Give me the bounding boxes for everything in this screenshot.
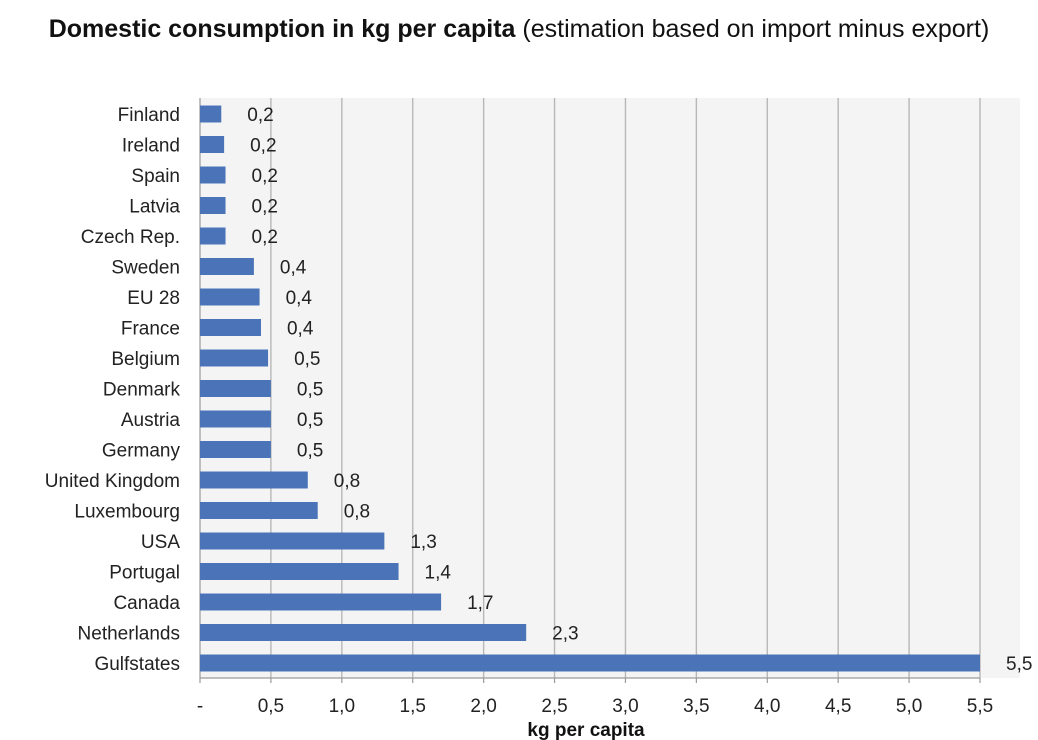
bar	[200, 319, 261, 336]
x-tick-label: 1,5	[400, 696, 426, 717]
x-tick-label: 4,0	[754, 696, 780, 717]
category-label: Spain	[131, 166, 180, 187]
x-tick-label: 5,5	[967, 696, 993, 717]
category-label: Luxembourg	[74, 502, 180, 523]
data-label: 0,2	[250, 136, 276, 157]
category-label: Denmark	[103, 380, 181, 401]
category-label: Germany	[102, 441, 181, 462]
bar	[200, 471, 308, 489]
bar	[200, 166, 226, 184]
category-label: EU 28	[127, 288, 180, 309]
category-label: France	[121, 319, 180, 340]
chart-title-main: Domestic consumption in kg per capita	[48, 15, 516, 43]
data-label: 0,2	[252, 227, 278, 248]
category-label: USA	[141, 532, 180, 553]
category-label: Belgium	[111, 349, 180, 370]
bar	[200, 502, 318, 519]
category-label: United Kingdom	[45, 471, 180, 492]
data-label: 0,4	[280, 258, 307, 279]
bar	[200, 136, 225, 153]
category-label: Sweden	[111, 258, 180, 279]
data-label: 1,4	[425, 563, 452, 584]
data-label: 0,8	[334, 471, 360, 492]
bar	[200, 563, 399, 580]
x-axis-title: kg per capita	[527, 720, 645, 740]
x-tick-label: 4,5	[825, 696, 851, 717]
bar	[200, 197, 226, 214]
data-label: 0,5	[297, 441, 323, 462]
x-tick-label: 3,0	[612, 696, 638, 717]
bar	[200, 288, 260, 306]
x-tick-label: 1,0	[329, 696, 355, 717]
bar	[200, 258, 254, 275]
bar	[200, 441, 271, 458]
bar	[200, 593, 442, 611]
data-label: 0,8	[344, 502, 370, 523]
data-label: 2,3	[552, 624, 578, 645]
data-label: 1,3	[410, 532, 436, 553]
data-label: 0,5	[294, 349, 320, 370]
bar	[200, 624, 527, 641]
data-label: 0,5	[297, 380, 323, 401]
category-label: Portugal	[109, 563, 180, 584]
plot-area	[200, 98, 1020, 678]
category-label: Latvia	[129, 197, 180, 218]
category-label: Netherlands	[78, 624, 180, 645]
data-label: 1,7	[467, 593, 493, 614]
data-label: 0,2	[247, 105, 273, 126]
x-tick-label: -	[197, 696, 203, 717]
category-label: Austria	[121, 410, 181, 431]
data-label: 0,2	[252, 166, 278, 187]
chart-subtitle: (estimation based on import minus export…	[522, 15, 990, 43]
category-label: Ireland	[122, 136, 180, 157]
data-label: 5,5	[1006, 654, 1032, 675]
bar	[200, 105, 222, 123]
chart-title: Domestic consumption in kg per capita (e…	[0, 14, 1038, 45]
bar	[200, 227, 226, 245]
x-tick-label: 0,5	[258, 696, 284, 717]
category-label: Finland	[118, 105, 180, 126]
data-label: 0,2	[252, 197, 278, 218]
x-tick-label: 2,0	[470, 696, 496, 717]
x-tick-label: 3,5	[683, 696, 709, 717]
x-tick-label: 2,5	[541, 696, 567, 717]
bar	[200, 410, 271, 428]
bar	[200, 349, 269, 367]
bar	[200, 380, 271, 397]
data-label: 0,4	[286, 288, 313, 309]
category-label: Czech Rep.	[81, 227, 180, 248]
category-label: Gulfstates	[94, 654, 180, 675]
bar	[200, 532, 385, 550]
bar	[200, 654, 980, 672]
data-label: 0,5	[297, 410, 323, 431]
x-tick-label: 5,0	[896, 696, 922, 717]
category-label: Canada	[113, 593, 180, 614]
data-label: 0,4	[287, 319, 314, 340]
